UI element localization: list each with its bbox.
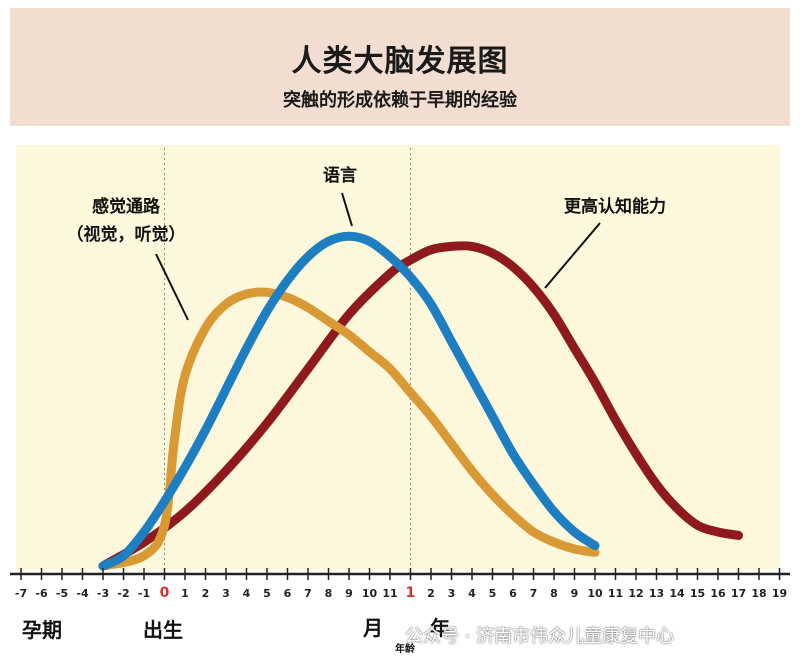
x-tick-label: 3 xyxy=(448,587,456,600)
cognition-label: 更高认知能力 xyxy=(564,196,666,217)
x-tick-label: -3 xyxy=(97,587,109,600)
sensory-label: 感觉通路 xyxy=(92,196,161,217)
x-tick-label: 10 xyxy=(362,587,378,600)
sensory-curve xyxy=(98,287,600,571)
x-tick-label: 1 xyxy=(406,585,416,601)
x-tick-label: 3 xyxy=(222,587,230,600)
x-tick-label: -7 xyxy=(15,587,27,600)
cognition-curve xyxy=(98,241,743,571)
x-tick-label: -1 xyxy=(138,587,150,600)
x-tick-label: -4 xyxy=(76,587,89,600)
x-tick-label: -6 xyxy=(35,587,48,600)
x-tick-label: 13 xyxy=(649,587,664,600)
x-tick-label: 11 xyxy=(608,587,623,600)
x-tick-label: 12 xyxy=(628,587,643,600)
x-tick-label: 4 xyxy=(468,587,476,600)
label-birth: 出生 xyxy=(143,618,183,642)
x-tick-label: -5 xyxy=(56,587,68,600)
label-year: 年 xyxy=(430,616,450,640)
x-tick-label: -2 xyxy=(117,587,129,600)
x-tick-label: 5 xyxy=(489,587,497,600)
sensory-sublabel: （视觉，听觉） xyxy=(67,224,186,245)
language-leader-line xyxy=(341,192,353,227)
label-pregnancy: 孕期 xyxy=(22,618,62,642)
cognition-leader-line xyxy=(544,222,601,289)
x-tick-label: 10 xyxy=(587,587,603,600)
x-tick-label: 4 xyxy=(243,587,251,600)
language-label: 语言 xyxy=(323,165,357,186)
x-tick-label: 5 xyxy=(263,587,271,600)
x-tick-label: 2 xyxy=(202,587,210,600)
chart-subtitle: 突触的形成依赖于早期的经验 xyxy=(283,90,517,111)
label-age: 年龄 xyxy=(395,644,415,655)
x-tick-label: 7 xyxy=(304,587,312,600)
x-tick-label: 8 xyxy=(550,587,558,600)
label-month: 月 xyxy=(363,616,383,640)
x-tick-label: 7 xyxy=(530,587,538,600)
x-tick-label: 0 xyxy=(160,585,170,601)
x-tick-label: 9 xyxy=(345,587,353,600)
plot-area xyxy=(16,145,780,570)
language-curve xyxy=(98,231,600,571)
x-tick-label: 8 xyxy=(325,587,333,600)
x-tick-label: 15 xyxy=(690,587,705,600)
watermark: 公众号 · 济南市伟众儿童康复中心 xyxy=(405,626,675,647)
x-tick-label: 9 xyxy=(571,587,579,600)
x-tick-label: 14 xyxy=(669,587,685,600)
sensory-leader-line xyxy=(155,253,189,321)
chart-title: 人类大脑发展图 xyxy=(291,44,509,79)
x-tick-label: 17 xyxy=(731,587,746,600)
title-banner: 人类大脑发展图 突触的形成依赖于早期的经验 xyxy=(10,8,790,126)
x-tick-label: 6 xyxy=(509,587,517,600)
x-tick-label: 6 xyxy=(284,587,292,600)
x-tick-label: 16 xyxy=(710,587,726,600)
x-tick-label: 1 xyxy=(181,587,189,600)
x-tick-label: 2 xyxy=(427,587,435,600)
x-tick-label: 19 xyxy=(772,587,787,600)
x-tick-label: 11 xyxy=(382,587,397,600)
x-tick-label: 18 xyxy=(751,587,766,600)
